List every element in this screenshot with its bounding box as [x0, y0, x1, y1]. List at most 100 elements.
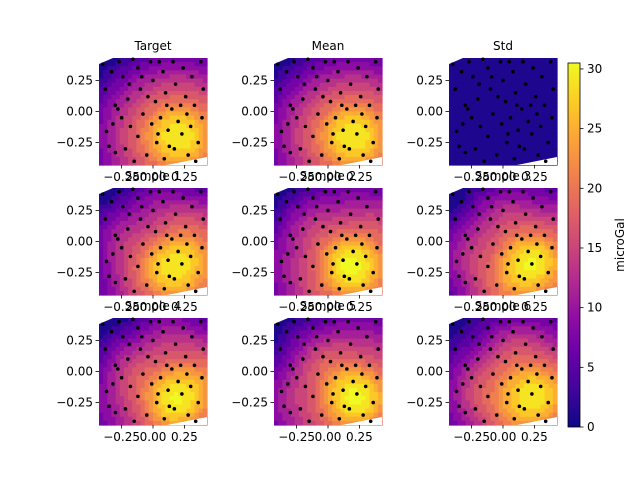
heatmap-cell	[298, 74, 304, 80]
heatmap-cell	[527, 249, 533, 255]
heatmap-cell	[503, 152, 508, 158]
observation-point	[132, 289, 136, 294]
heatmap-cell	[532, 152, 537, 158]
heatmap-cell	[365, 225, 371, 230]
heatmap-cell	[344, 274, 350, 280]
heatmap-cell	[194, 257, 200, 263]
observation-point	[459, 69, 464, 74]
heatmap-cell	[482, 270, 487, 276]
heatmap-cell	[165, 115, 171, 121]
heatmap-cell	[303, 208, 308, 214]
heatmap-cell	[202, 78, 208, 84]
heatmap-cell	[198, 136, 204, 141]
heatmap-cell	[311, 257, 317, 263]
observation-point	[157, 189, 162, 194]
heatmap-cell	[482, 103, 487, 108]
heatmap-cell	[361, 196, 366, 201]
heatmap-cell	[328, 249, 333, 255]
heatmap-cell	[115, 103, 121, 108]
heatmap-cell	[136, 241, 142, 247]
heatmap-cell	[498, 148, 504, 154]
heatmap-cell	[311, 220, 317, 226]
heatmap-cell	[169, 152, 175, 158]
heatmap-cell	[136, 262, 142, 267]
heatmap-cell	[157, 66, 162, 71]
heatmap-cell	[457, 266, 463, 271]
heatmap-cell	[511, 90, 517, 96]
heatmap-cell	[99, 396, 104, 401]
heatmap-cell	[536, 208, 541, 214]
observation-point	[489, 204, 494, 209]
heatmap-cell	[515, 262, 521, 267]
heatmap-cell	[548, 144, 554, 150]
heatmap-cell	[177, 286, 183, 292]
heatmap-cell	[165, 355, 171, 360]
heatmap-cell	[352, 241, 358, 247]
heatmap-cell	[148, 249, 154, 255]
heatmap-cell	[161, 326, 167, 331]
heatmap-cell	[173, 74, 179, 80]
heatmap-cell	[128, 156, 133, 162]
heatmap-cell	[469, 136, 475, 141]
heatmap-cell	[123, 152, 129, 158]
heatmap-cell	[449, 156, 454, 162]
heatmap-cell	[536, 90, 541, 96]
heatmap-cell	[157, 200, 162, 206]
heatmap-cell	[532, 123, 537, 129]
heatmap-cell	[323, 196, 329, 201]
heatmap-cell	[503, 253, 508, 259]
heatmap-cell	[173, 152, 179, 158]
heatmap-cell	[111, 245, 117, 251]
heatmap-cell	[536, 262, 541, 267]
heatmap-cell	[449, 140, 454, 146]
heatmap-cell	[144, 387, 150, 393]
heatmap-cell	[548, 274, 554, 280]
heatmap-cell	[473, 103, 479, 108]
heatmap-cell	[140, 86, 146, 92]
heatmap-cell	[532, 148, 537, 154]
heatmap-cell	[511, 148, 517, 154]
heatmap-cell	[357, 115, 362, 121]
heatmap-cell	[290, 111, 296, 117]
heatmap-cell	[173, 216, 179, 222]
heatmap-cell	[469, 144, 475, 150]
heatmap-cell	[290, 208, 296, 214]
heatmap-cell	[274, 111, 279, 117]
heatmap-cell	[336, 262, 342, 267]
heatmap-cell	[515, 286, 521, 292]
heatmap-cell	[503, 245, 508, 251]
heatmap-cell	[148, 355, 154, 360]
heatmap-cell	[365, 111, 371, 117]
heatmap-cell	[103, 74, 108, 80]
heatmap-cell	[482, 90, 487, 96]
heatmap-cell	[340, 115, 346, 121]
heatmap-cell	[123, 363, 129, 368]
heatmap-cell	[490, 140, 496, 146]
observation-point	[144, 283, 149, 287]
heatmap-cell	[552, 152, 558, 158]
heatmap-cell	[323, 95, 329, 100]
heatmap-cell	[307, 156, 312, 162]
heatmap-cell	[511, 270, 517, 276]
heatmap-cell	[115, 322, 121, 327]
heatmap-cell	[161, 144, 167, 150]
heatmap-cell	[498, 66, 504, 71]
observation-point	[548, 59, 553, 64]
heatmap-cell	[303, 237, 308, 243]
heatmap-cell	[140, 123, 146, 129]
heatmap-cell	[153, 330, 158, 336]
heatmap-cell	[307, 95, 312, 100]
observation-point	[536, 153, 540, 157]
heatmap-cell	[148, 237, 154, 243]
heatmap-cell	[348, 74, 354, 80]
heatmap-cell	[282, 127, 288, 133]
heatmap-cell	[132, 140, 137, 146]
heatmap-cell	[157, 253, 162, 259]
heatmap-cell	[377, 262, 383, 267]
heatmap-cell	[278, 282, 283, 288]
heatmap-cell	[527, 123, 533, 129]
heatmap-cell	[361, 220, 366, 226]
heatmap-cell	[332, 103, 337, 108]
observation-point	[157, 59, 162, 64]
heatmap-cell	[140, 387, 146, 393]
